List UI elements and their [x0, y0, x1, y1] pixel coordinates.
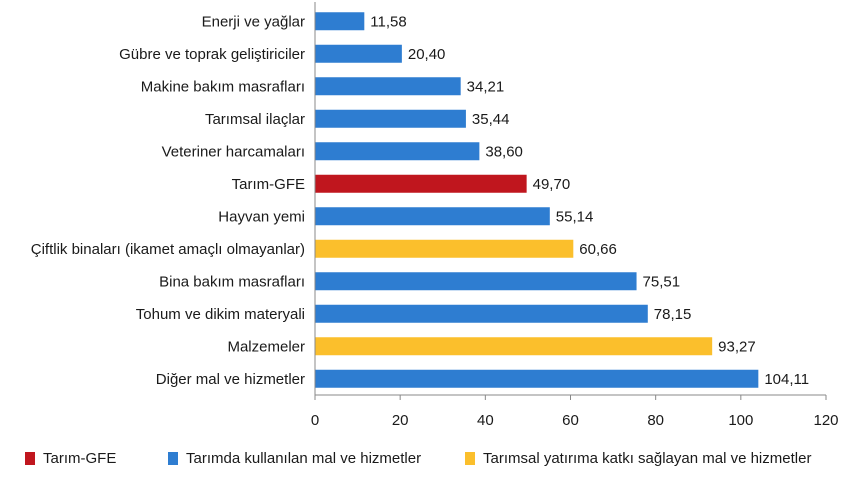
category-label: Diğer mal ve hizmetler: [156, 371, 305, 388]
category-label: Hayvan yemi: [218, 208, 305, 225]
category-label: Enerji ve yağlar: [202, 13, 305, 30]
legend-swatch-yellow: [465, 452, 475, 465]
bar-3: [315, 109, 466, 128]
bar-4: [315, 142, 480, 161]
legend-label: Tarım-GFE: [43, 450, 117, 467]
x-tick-label: 100: [728, 412, 753, 429]
bar-11: [315, 369, 759, 388]
bar-2: [315, 77, 461, 96]
x-tick-label: 20: [392, 412, 409, 429]
x-tick-label: 60: [562, 412, 579, 429]
legend-item-tarim-gfe: Tarım-GFE: [25, 450, 116, 467]
x-tick-label: 40: [477, 412, 494, 429]
legend-item-tarimsal-yatirima: Tarımsal yatırıma katkı sağlayan mal ve …: [465, 450, 811, 467]
value-label: 34,21: [467, 78, 505, 95]
value-label: 20,40: [408, 46, 446, 63]
category-label: Çiftlik binaları (ikamet amaçlı olmayanl…: [31, 241, 305, 258]
value-label: 104,11: [764, 371, 809, 388]
category-label: Tohum ve dikim materyali: [136, 306, 305, 323]
legend-item-tarimda-kullanilan: Tarımda kullanılan mal ve hizmetler: [168, 450, 421, 467]
category-label: Bina bakım masrafları: [159, 273, 305, 290]
value-label: 35,44: [472, 111, 510, 128]
bar-1: [315, 44, 402, 63]
value-label: 60,66: [579, 241, 617, 258]
category-labels: Enerji ve yağlar Gübre ve toprak geliştir…: [31, 13, 305, 388]
bar-9: [315, 304, 648, 323]
value-label: 38,60: [485, 143, 523, 160]
legend-label: Tarımda kullanılan mal ve hizmetler: [186, 450, 422, 467]
category-label: Veteriner harcamaları: [162, 143, 305, 160]
legend-swatch-red: [25, 452, 35, 465]
value-label: 49,70: [533, 176, 571, 193]
value-label: 55,14: [556, 208, 594, 225]
category-label: Makine bakım masrafları: [141, 78, 305, 95]
bar-7: [315, 239, 574, 258]
value-label: 93,27: [718, 338, 756, 355]
axes: 0 20 40 60 80 100 120: [311, 2, 839, 429]
bar-chart: Enerji ve yağlar Gübre ve toprak geliştir…: [31, 2, 839, 429]
bar-0: [315, 12, 365, 31]
bar-10: [315, 337, 713, 356]
x-tick-label: 0: [311, 412, 319, 429]
category-label: Malzemeler: [227, 338, 305, 355]
x-tick-label: 120: [813, 412, 838, 429]
bar-5: [315, 174, 527, 193]
bars-group: [315, 12, 759, 388]
value-label: 11,58: [370, 13, 406, 30]
legend: Tarım-GFE Tarımda kullanılan mal ve hizm…: [0, 450, 850, 476]
legend-label: Tarımsal yatırıma katkı sağlayan mal ve …: [483, 450, 812, 467]
legend-swatch-blue: [168, 452, 178, 465]
bar-8: [315, 272, 637, 291]
value-label: 78,15: [654, 306, 692, 323]
x-tick-label: 80: [647, 412, 664, 429]
category-label: Tarımsal ilaçlar: [205, 111, 305, 128]
category-label: Gübre ve toprak geliştiriciler: [119, 46, 305, 63]
bar-6: [315, 207, 550, 226]
value-label: 75,51: [643, 273, 681, 290]
category-label: Tarım-GFE: [232, 176, 305, 193]
